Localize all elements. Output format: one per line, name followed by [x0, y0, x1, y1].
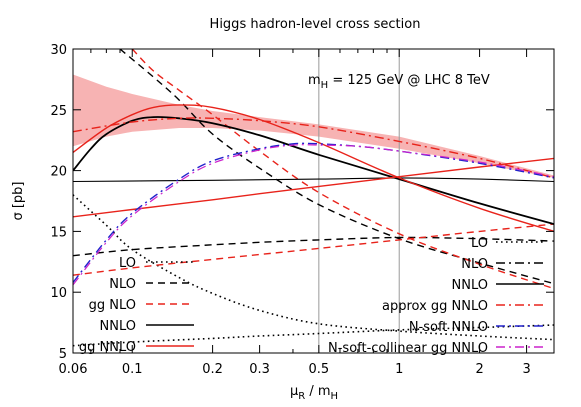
axis-ticks: 0.06 0.1 0.2 0.3 0.5 1 2 3 5 10 15 20 25 30 — [50, 43, 554, 377]
legend-left: LO NLO gg NLO NNLO gg NNLO — [79, 256, 194, 355]
x-tick-label: 3 — [522, 362, 530, 377]
reference-lines — [318, 49, 400, 353]
series-line — [73, 177, 554, 183]
series-line — [73, 117, 554, 179]
legend-label: NLO — [109, 277, 136, 292]
x-tick-label: 0.2 — [202, 362, 223, 377]
legend-label: gg NLO — [89, 298, 136, 313]
x-tick-label: 0.06 — [59, 362, 88, 377]
y-tick-label: 30 — [50, 43, 67, 58]
x-tick-label: 1 — [395, 362, 403, 377]
series-line — [119, 49, 554, 285]
series-line — [73, 116, 554, 225]
x-tick-label: 0.5 — [308, 362, 329, 377]
legend-label: approx gg NNLO — [382, 299, 488, 314]
series-line — [73, 104, 554, 233]
series-line — [73, 324, 554, 347]
y-tick-label: 15 — [50, 225, 67, 240]
legend-label: gg NNLO — [79, 340, 136, 355]
series-line — [73, 144, 554, 286]
series-line — [73, 194, 554, 341]
legend-label: N-soft-collinear gg NNLO — [328, 341, 488, 356]
legend-label: N-soft NNLO — [409, 320, 488, 335]
series-line — [73, 236, 554, 257]
legend-label: NNLO — [452, 278, 488, 293]
chart-title: Higgs hadron-level cross section — [210, 17, 421, 32]
legend-label: NLO — [461, 257, 488, 272]
plot-frame — [72, 48, 555, 354]
y-tick-label: 25 — [50, 104, 67, 119]
x-tick-label: 2 — [475, 362, 483, 377]
legend-label: LO — [471, 236, 488, 251]
legend-right: LO NLO NNLO approx gg NNLO N-soft NNLO N-soft… — [328, 236, 544, 356]
mass-annotation: mH = 125 GeV @ LHC 8 TeV — [308, 73, 490, 91]
y-tick-label: 20 — [50, 165, 67, 180]
legend-label: LO — [119, 256, 136, 271]
series-layer — [73, 49, 554, 347]
y-axis-label: σ [pb] — [11, 181, 26, 220]
y-tick-label: 10 — [50, 286, 67, 301]
legend-label: NNLO — [100, 319, 136, 334]
x-tick-label: 0.3 — [249, 362, 270, 377]
x-tick-label: 0.1 — [122, 362, 143, 377]
series-line — [73, 157, 554, 218]
x-axis-label: μR / mH — [290, 384, 338, 402]
y-tick-label: 5 — [59, 347, 67, 362]
